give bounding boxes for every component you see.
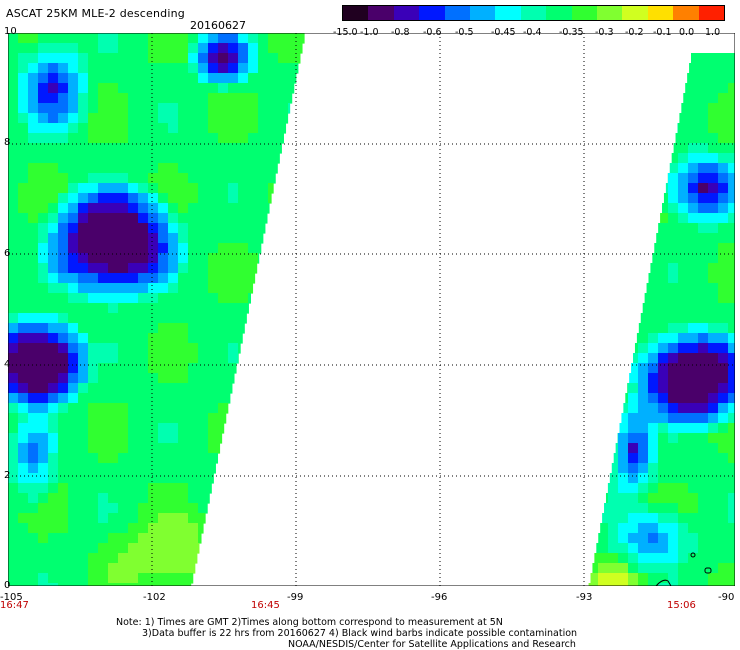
y-tick-8: 8 [4,137,11,148]
footer-note-3: NOAA/NESDIS/Center for Satellite Applica… [288,639,576,650]
colorbar-swatch [343,6,369,20]
island-outline [704,567,712,574]
y-tick-2: 2 [4,470,11,481]
y-tick-6: 6 [4,248,11,259]
footer-note-1: Note: 1) Times are GMT 2)Times along bot… [116,617,503,628]
x-tick-96w: -96 [431,592,448,603]
y-tick-4: 4 [4,359,11,370]
coastline-segment [655,579,672,586]
colorbar-swatch [571,6,598,20]
colorbar [342,5,725,21]
colorbar-swatch [470,6,496,20]
colorbar-swatch [597,6,623,20]
colorbar-swatch [546,6,572,20]
x-tick-99w: -99 [287,592,304,603]
pass-time-1645: 16:45 [251,600,280,611]
colorbar-swatch [419,6,445,20]
colorbar-swatch [495,6,521,20]
colorbar-swatch [622,6,648,20]
colorbar-swatch [444,6,471,20]
product-title: ASCAT 25KM MLE-2 descending [6,7,185,20]
swath-left [8,33,305,586]
footer-note-2: 3)Data buffer is 22 hrs from 20160627 4)… [142,628,578,639]
island-outline [690,552,696,558]
y-tick-10: 10 [4,26,17,37]
x-tick-102w: -102 [143,592,166,603]
colorbar-swatch [393,6,420,20]
product-date: 20160627 [190,19,246,32]
mle-map [8,33,735,586]
colorbar-swatch [520,6,547,20]
y-tick-0: 0 [4,580,11,591]
colorbar-swatch [698,6,725,20]
colorbar-swatch [673,6,699,20]
graticule [8,33,735,586]
colorbar-swatch [368,6,394,20]
pass-time-1506: 15:06 [667,600,696,611]
colorbar-swatch [647,6,674,20]
x-tick-90w: -90 [718,592,735,603]
pass-time-1647: 16:47 [0,600,29,611]
x-tick-93w: -93 [576,592,593,603]
coastline [655,552,712,586]
swath-right [588,53,735,586]
x-tick-105w: -105 [0,592,23,603]
